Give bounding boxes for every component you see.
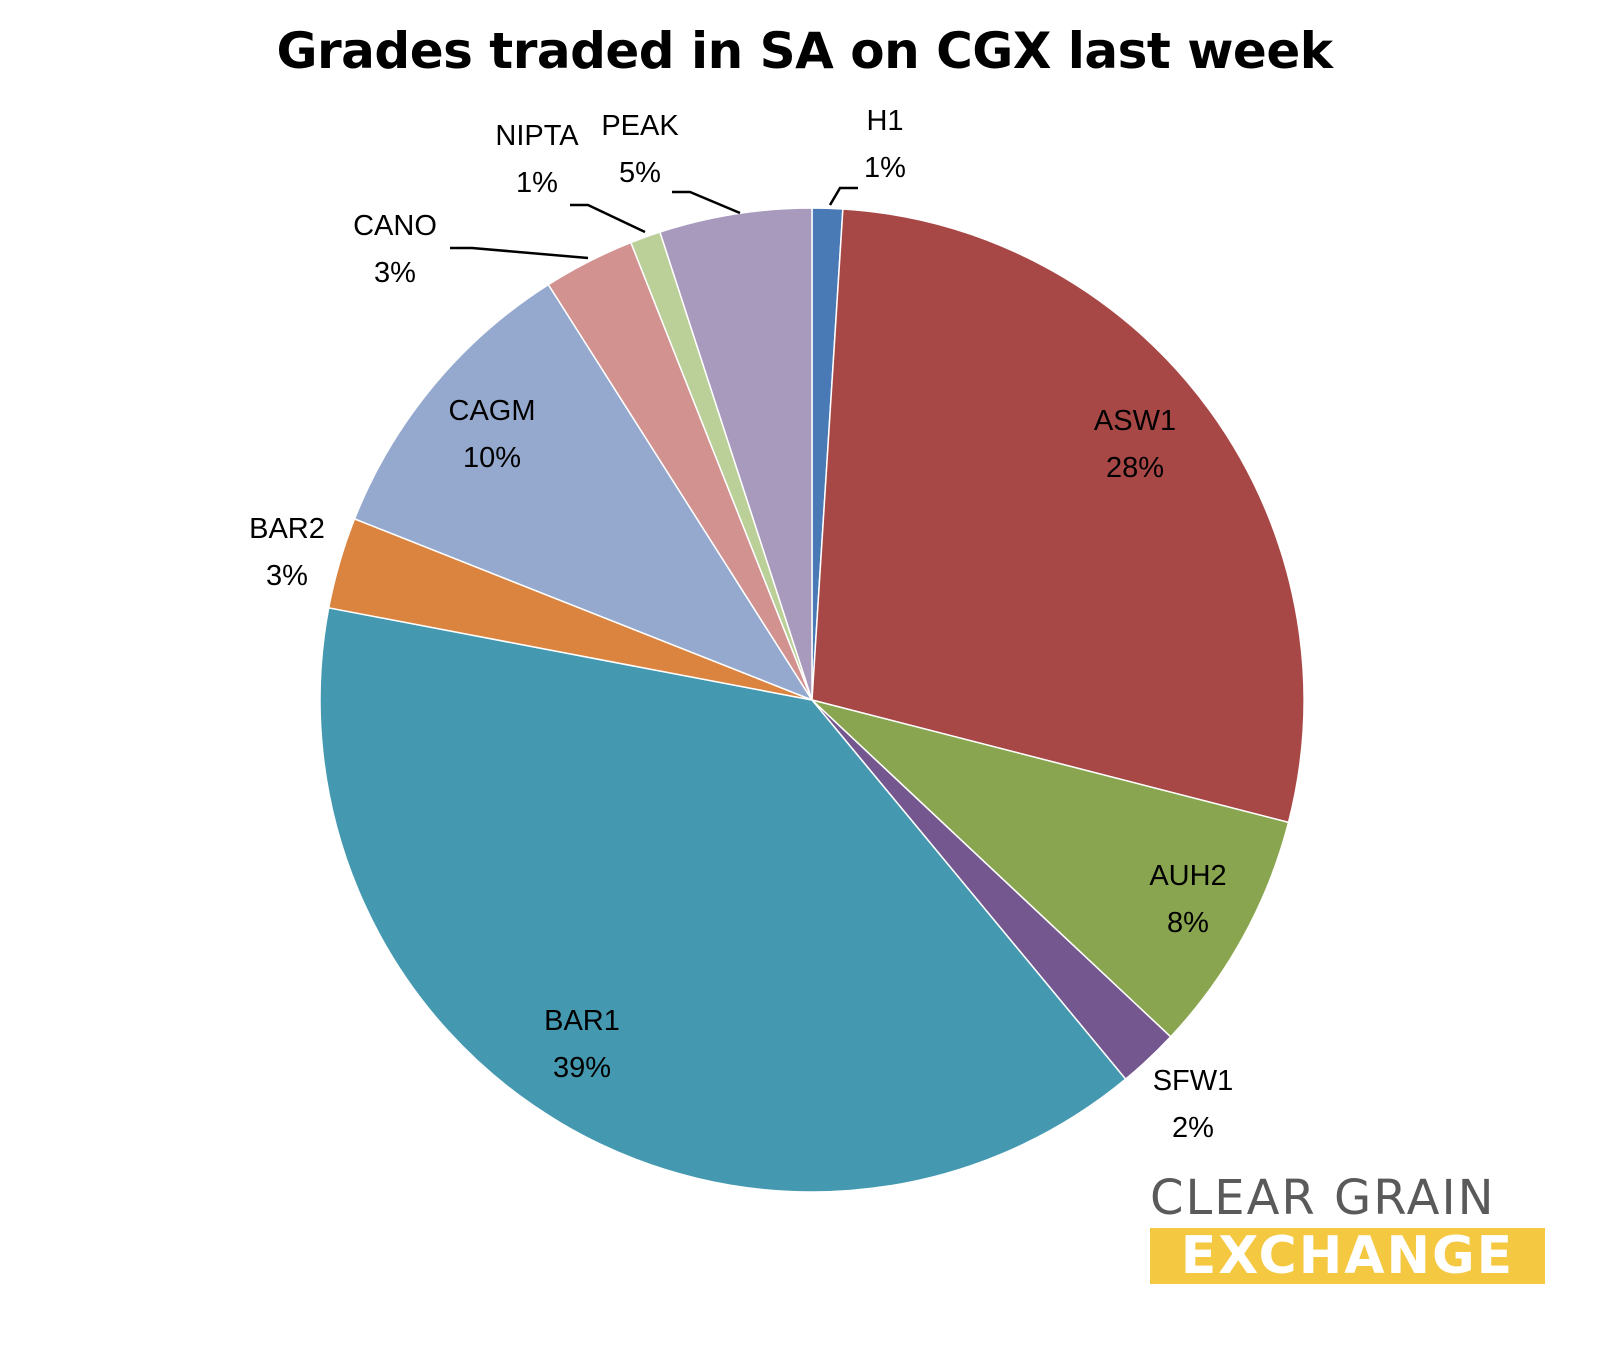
leader-line-nipta <box>570 203 646 234</box>
pie-slice-bar1 <box>319 606 1127 1193</box>
leader-line-h1 <box>828 186 858 206</box>
slice-label-cagm: CAGM <box>449 395 536 427</box>
slice-value-asw1: 28% <box>1106 452 1164 484</box>
slice-label-sfw1: SFW1 <box>1153 1065 1234 1097</box>
leader-line-peak <box>672 190 741 215</box>
logo-clear-grain: CLEAR GRAIN <box>1150 1170 1496 1226</box>
slice-labels: H1 1% ASW1 28% AUH2 8% SFW1 2% BAR1 39% BAR2 3% CAGM… <box>249 105 1233 1144</box>
pie-slice-peak <box>659 207 813 701</box>
leader-lines <box>450 186 858 260</box>
slice-label-bar2: BAR2 <box>249 513 325 545</box>
slice-value-sfw1: 2% <box>1172 1112 1214 1144</box>
slice-label-asw1: ASW1 <box>1094 405 1176 437</box>
leader-line-cano <box>450 246 589 260</box>
pie-slice-cagm <box>353 283 814 702</box>
slice-label-peak: PEAK <box>601 110 679 142</box>
slice-value-h1: 1% <box>864 152 906 184</box>
chart-title: Grades traded in SA on CGX last week <box>276 22 1333 80</box>
pie-slice-auh2 <box>811 699 1290 1038</box>
slice-value-auh2: 8% <box>1167 907 1209 939</box>
slice-label-auh2: AUH2 <box>1149 860 1226 892</box>
slice-value-cagm: 10% <box>463 442 521 474</box>
slice-value-bar1: 39% <box>553 1052 611 1084</box>
slice-label-cano: CANO <box>353 210 437 242</box>
pie-slices <box>319 207 1305 1193</box>
slice-value-peak: 5% <box>619 157 661 189</box>
slice-label-bar1: BAR1 <box>544 1005 620 1037</box>
pie-slice-asw1 <box>811 208 1305 824</box>
slice-value-cano: 3% <box>374 257 416 289</box>
slice-value-bar2: 3% <box>266 560 308 592</box>
logo-exchange: EXCHANGE <box>1150 1228 1545 1284</box>
slice-value-nipta: 1% <box>516 167 558 199</box>
slice-label-h1: H1 <box>866 105 903 137</box>
slice-label-nipta: NIPTA <box>495 120 579 152</box>
